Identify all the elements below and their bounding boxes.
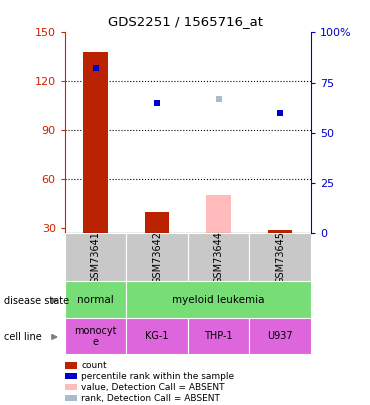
Text: U937: U937	[267, 331, 293, 341]
Text: KG-1: KG-1	[145, 331, 169, 341]
Text: myeloid leukemia: myeloid leukemia	[172, 295, 265, 305]
Bar	[268, 230, 292, 277]
Text: GSM73642: GSM73642	[152, 231, 162, 284]
Bar	[188, 233, 249, 281]
Bar	[249, 233, 311, 281]
Text: GSM73644: GSM73644	[213, 231, 223, 284]
Text: monocyt
e: monocyt e	[74, 326, 117, 347]
Text: GSM73641: GSM73641	[91, 231, 101, 284]
Bar	[206, 195, 231, 277]
Bar	[126, 281, 311, 318]
Bar	[249, 318, 311, 354]
Text: cell line: cell line	[4, 332, 41, 342]
Bar	[126, 233, 188, 281]
Bar	[65, 318, 126, 354]
Bar	[65, 281, 126, 318]
Text: count: count	[81, 361, 107, 370]
Text: THP-1: THP-1	[204, 331, 233, 341]
Text: percentile rank within the sample: percentile rank within the sample	[81, 372, 235, 381]
Bar	[83, 52, 108, 277]
Text: disease state: disease state	[4, 296, 69, 305]
Bar	[188, 318, 249, 354]
Bar	[145, 212, 169, 277]
Text: GDS2251 / 1565716_at: GDS2251 / 1565716_at	[108, 15, 262, 28]
Text: rank, Detection Call = ABSENT: rank, Detection Call = ABSENT	[81, 394, 220, 403]
Text: normal: normal	[77, 295, 114, 305]
Text: GSM73645: GSM73645	[275, 231, 285, 284]
Text: value, Detection Call = ABSENT: value, Detection Call = ABSENT	[81, 383, 225, 392]
Bar	[126, 318, 188, 354]
Bar	[65, 233, 126, 281]
